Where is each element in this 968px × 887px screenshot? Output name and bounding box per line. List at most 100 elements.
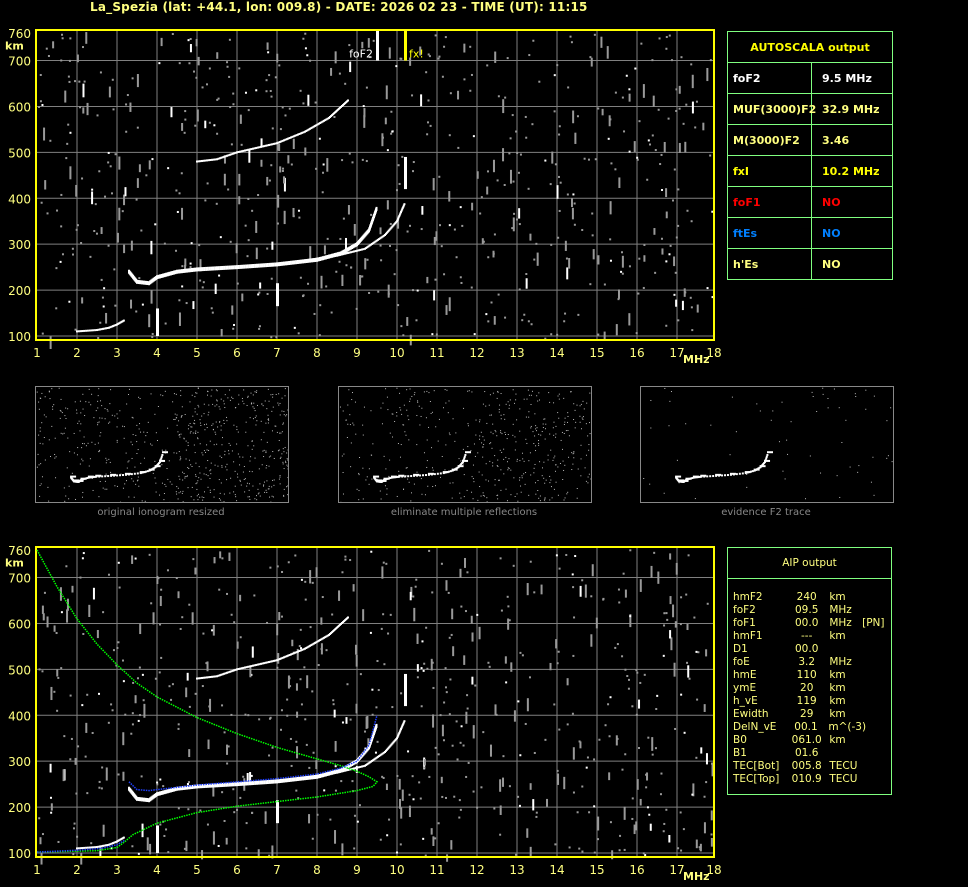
noise-dot bbox=[220, 500, 221, 501]
noise-dot bbox=[649, 484, 650, 485]
x-tick-label: 7 bbox=[273, 346, 281, 360]
thumb-trace bbox=[730, 474, 732, 476]
noise-dot bbox=[65, 565, 67, 567]
noise-dot bbox=[283, 496, 284, 497]
trace-point-o_mode bbox=[234, 265, 236, 269]
noise-dot bbox=[370, 632, 372, 634]
param-value: 00.0 bbox=[784, 643, 829, 656]
y-tick-label: 700 bbox=[8, 55, 31, 69]
noise-dot bbox=[148, 422, 149, 423]
noise-dot bbox=[571, 469, 572, 470]
noise-dot bbox=[219, 498, 220, 499]
y-tick-label: 500 bbox=[8, 146, 31, 160]
noise-dot bbox=[67, 467, 68, 468]
noise-dot bbox=[495, 431, 496, 432]
noise-dot bbox=[271, 411, 272, 412]
noise-dot bbox=[286, 715, 288, 717]
noise-dot bbox=[476, 614, 478, 616]
x-tick-label: 10 bbox=[389, 863, 404, 877]
noise-dot bbox=[75, 185, 77, 197]
noise-dot bbox=[250, 456, 251, 457]
noise-dot bbox=[654, 272, 656, 274]
noise-dot bbox=[503, 449, 504, 450]
noise-dot bbox=[558, 495, 559, 496]
noise-dot bbox=[650, 428, 651, 429]
noise-dot bbox=[195, 452, 196, 453]
noise-dot bbox=[280, 477, 281, 478]
noise-dot bbox=[231, 305, 233, 314]
noise-dot bbox=[44, 437, 45, 438]
noise-dot bbox=[247, 198, 249, 200]
noise-dot bbox=[298, 332, 300, 334]
noise-dot bbox=[82, 497, 83, 498]
noise-dot bbox=[533, 431, 534, 432]
thumb-trace bbox=[137, 472, 139, 474]
thumb-trace bbox=[419, 474, 421, 476]
trace-point-o_mode bbox=[200, 267, 202, 271]
noise-dot bbox=[78, 81, 80, 83]
noise-dot bbox=[135, 484, 136, 485]
trace-point-x_mode bbox=[298, 777, 300, 779]
noise-dot bbox=[200, 419, 201, 420]
noise-dot bbox=[113, 108, 115, 110]
noise-dot bbox=[472, 476, 473, 477]
noise-dot bbox=[192, 466, 193, 467]
noise-dot bbox=[256, 392, 257, 393]
noise-dot bbox=[301, 579, 303, 581]
noise-dot bbox=[575, 410, 576, 411]
noise-dot bbox=[160, 394, 161, 395]
noise-dot bbox=[242, 401, 243, 402]
noise-dot bbox=[530, 474, 531, 475]
noise-dot bbox=[217, 466, 218, 467]
thumb-trace bbox=[407, 475, 409, 477]
noise-dot bbox=[401, 156, 403, 158]
noise-dot bbox=[351, 399, 352, 400]
noise-dot bbox=[545, 428, 546, 429]
noise-dot bbox=[294, 554, 296, 556]
thumb-trace bbox=[446, 471, 448, 473]
noise-dot bbox=[528, 495, 529, 496]
noise-dot bbox=[197, 109, 199, 121]
noise-dot bbox=[458, 817, 460, 819]
noise-dot bbox=[195, 433, 196, 434]
noise-dot bbox=[643, 255, 645, 261]
noise-dot bbox=[572, 655, 574, 657]
trace-point-x_mode bbox=[319, 257, 321, 259]
noise-dot bbox=[528, 54, 530, 56]
noise-dot bbox=[502, 148, 504, 161]
noise-dot bbox=[539, 461, 540, 462]
noise-dot bbox=[343, 472, 344, 473]
thumb-trace bbox=[143, 471, 145, 473]
x-tick-label: 7 bbox=[273, 863, 281, 877]
noise-dot bbox=[69, 37, 71, 39]
noise-dot bbox=[176, 491, 177, 492]
noise-dot bbox=[438, 56, 440, 58]
noise-dot bbox=[448, 592, 450, 594]
noise-dot bbox=[243, 389, 244, 390]
noise-dot bbox=[517, 796, 519, 798]
noise-dot bbox=[351, 442, 352, 443]
noise-dot bbox=[232, 788, 234, 790]
noise-dot bbox=[165, 486, 166, 487]
noise-dot bbox=[79, 577, 81, 579]
param-value: NO bbox=[812, 249, 892, 279]
thumb-trace bbox=[742, 472, 744, 474]
noise-dot bbox=[109, 403, 110, 404]
noise-dot bbox=[79, 106, 81, 108]
trace-point-e_layer bbox=[83, 847, 85, 849]
noise-dot bbox=[557, 770, 559, 772]
noise-dot bbox=[303, 294, 305, 296]
noise-dot bbox=[536, 430, 537, 431]
noise-dot bbox=[618, 289, 620, 298]
noise-dot bbox=[389, 245, 391, 247]
noise-dot bbox=[137, 480, 138, 481]
noise-dot bbox=[263, 405, 264, 406]
noise-dot bbox=[536, 395, 537, 396]
noise-dot bbox=[407, 231, 409, 233]
trace-point-o_mode bbox=[256, 264, 258, 268]
noise-dot bbox=[452, 498, 453, 499]
noise-dot bbox=[579, 741, 581, 748]
noise-dot bbox=[315, 168, 317, 170]
noise-dot bbox=[449, 713, 451, 715]
